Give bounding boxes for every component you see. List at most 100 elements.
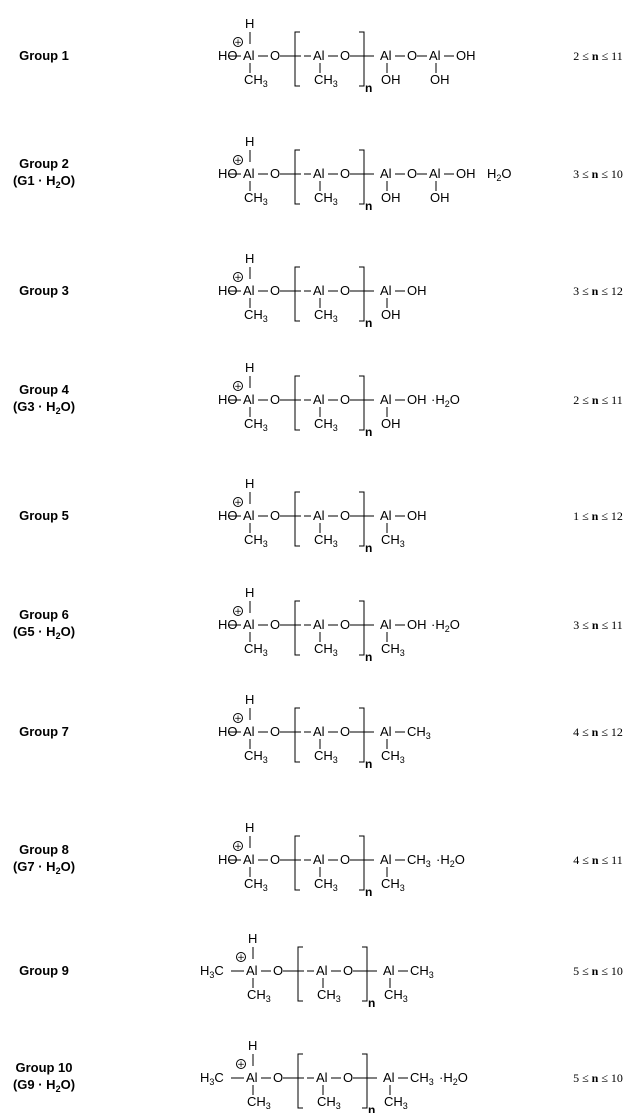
hydroxyl-label: OH [430,72,450,87]
aluminum-atom: Al [313,392,325,407]
methyl-label: CH3 [317,987,341,1004]
hydroxyl-label: OH [381,307,401,322]
methyl-label: CH3 [407,852,431,869]
group-name: Group 3 [19,283,69,298]
methyl-label: CH3 [314,307,338,324]
aluminum-atom: Al [243,617,255,632]
bracket-left [294,707,300,763]
hydroxyl-head-label: HO [218,392,238,407]
group-parent-label: (G9 · H2O) [13,1077,75,1094]
water-label: H2O [487,166,512,183]
aluminum-atom: Al [243,852,255,867]
plus-sign: + [234,273,242,283]
hydroxyl-head-label: HO [218,166,238,181]
methyl-label: CH3 [314,416,338,433]
water-label: ·H2O [436,852,465,869]
oxygen-atom: O [407,48,417,63]
oxygen-atom: O [343,1070,353,1085]
group-name: Group 4 [19,382,70,397]
aluminum-atom: Al [380,166,392,181]
hydroxyl-label: OH [456,48,476,63]
oxygen-atom: O [340,392,350,407]
aluminum-atom: Al [380,283,392,298]
repeat-count-n: n [365,757,372,771]
aluminum-atom: Al [383,1070,395,1085]
n-range-label: 3 ≤ n ≤ 11 [573,618,622,632]
aluminum-atom: Al [316,963,328,978]
methyl-label: CH3 [247,1094,271,1111]
hydrogen-atom: H [248,1038,257,1053]
bracket-left [297,946,303,1002]
n-range-label: 4 ≤ n ≤ 12 [573,725,623,739]
methyl-label: CH3 [381,876,405,893]
hydrogen-atom: H [245,251,254,266]
plus-sign: + [234,714,242,724]
aluminum-atom: Al [313,852,325,867]
positive-charge-icon [233,272,243,282]
aluminum-atom: Al [313,48,325,63]
oxygen-atom: O [273,963,283,978]
oxygen-atom: O [407,166,417,181]
positive-charge-icon [233,713,243,723]
hydroxyl-label: OH [407,283,427,298]
methyl-label: CH3 [410,963,434,980]
methyl-label: CH3 [244,307,268,324]
aluminum-atom: Al [243,166,255,181]
positive-charge-icon [233,606,243,616]
aluminum-atom: Al [313,283,325,298]
aluminum-atom: Al [380,852,392,867]
plus-sign: + [234,156,242,166]
hydrogen-atom: H [245,134,254,149]
repeat-count-n: n [365,425,372,439]
methyl-label: CH3 [244,641,268,658]
plus-sign: + [234,382,242,392]
plus-sign: + [237,1060,245,1070]
bracket-right [362,946,368,1002]
n-range-label: 3 ≤ n ≤ 10 [573,167,623,181]
n-range-label: 5 ≤ n ≤ 10 [573,964,623,978]
bracket-right [359,375,365,431]
hydrogen-atom: H [245,360,254,375]
methyl-label: CH3 [314,190,338,207]
group-parent-label: (G5 · H2O) [13,624,75,641]
aluminum-atom: Al [313,724,325,739]
methyl-label: CH3 [381,532,405,549]
oxygen-atom: O [270,166,280,181]
positive-charge-icon [233,155,243,165]
methyl-label: CH3 [314,532,338,549]
group-parent-label: (G7 · H2O) [13,859,75,876]
repeat-count-n: n [365,316,372,330]
group-parent-label: (G3 · H2O) [13,399,75,416]
aluminum-atom: Al [380,617,392,632]
n-range-label: 3 ≤ n ≤ 12 [573,284,623,298]
oxygen-atom: O [340,48,350,63]
hydroxyl-head-label: HO [218,283,238,298]
hydrogen-atom: H [245,16,254,31]
oxygen-atom: O [340,724,350,739]
bracket-right [359,600,365,656]
hydroxyl-label: OH [381,72,401,87]
oxygen-atom: O [340,166,350,181]
group-name: Group 6 [19,607,69,622]
group-parent-label: (G1 · H2O) [13,173,75,190]
hydroxyl-head-label: HO [218,48,238,63]
aluminum-atom: Al [243,283,255,298]
aluminum-atom: Al [313,508,325,523]
methyl-label: CH3 [314,641,338,658]
group-name: Group 9 [19,963,69,978]
aluminum-atom: Al [380,724,392,739]
hydrogen-atom: H [245,820,254,835]
hydroxyl-head-label: HO [218,852,238,867]
repeat-count-n: n [365,885,372,899]
methyl-label: CH3 [407,724,431,741]
bracket-right [359,31,365,87]
methyl-label: CH3 [317,1094,341,1111]
